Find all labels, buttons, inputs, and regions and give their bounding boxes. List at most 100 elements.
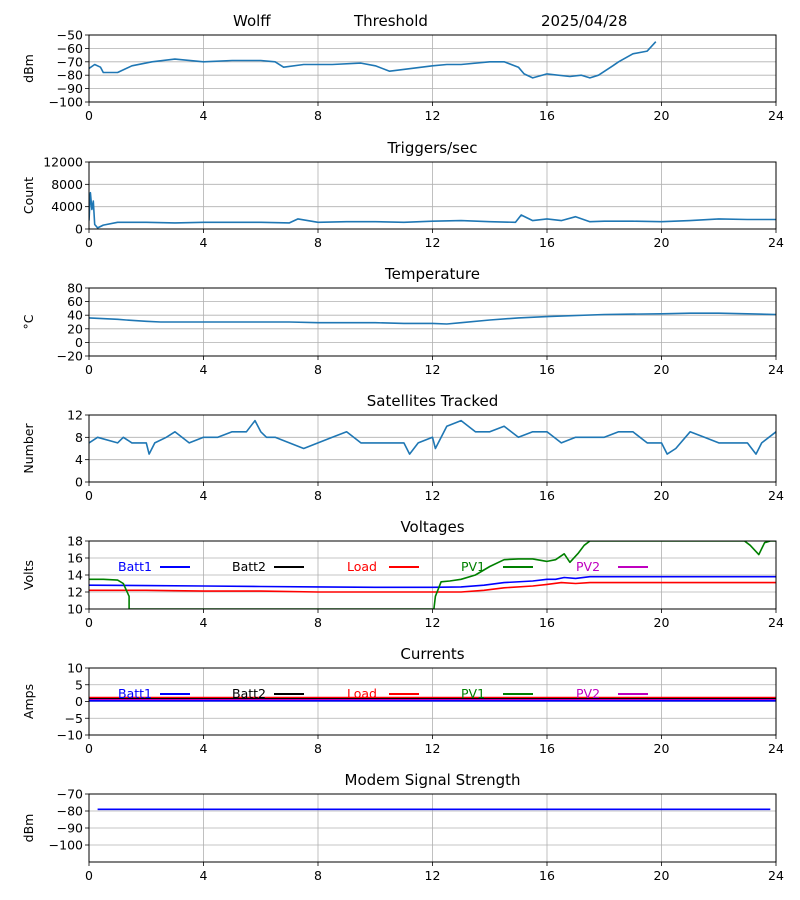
legend-label-batt2: Batt2 <box>232 686 266 701</box>
subplot-title: Triggers/sec <box>387 139 478 157</box>
x-tick-label: 16 <box>539 615 555 630</box>
x-tick-label: 8 <box>314 868 322 883</box>
x-tick-label: 20 <box>654 362 670 377</box>
x-tick-label: 20 <box>654 488 670 503</box>
x-tick-label: 0 <box>85 235 93 250</box>
legend-label-batt1: Batt1 <box>118 686 152 701</box>
subplot-1: 0 4 8 12 16 20 24 −100−90−80−70−60−50 dBm <box>21 28 784 124</box>
x-tick-label: 16 <box>539 235 555 250</box>
y-axis-label: °C <box>21 314 36 329</box>
x-tick-label: 24 <box>768 488 784 503</box>
x-tick-label: 8 <box>314 615 322 630</box>
subplot-2: 0 4 8 12 16 20 24 0 4000 8000 12000 Count Triggers/s… <box>21 139 784 250</box>
x-tick-label: 24 <box>768 741 784 756</box>
y-tick-label: 16 <box>67 551 83 566</box>
y-tick-label: 14 <box>67 568 83 583</box>
x-tick-label: 0 <box>85 868 93 883</box>
x-tick-label: 0 <box>85 362 93 377</box>
x-tick-label: 16 <box>539 362 555 377</box>
y-axis-label: Volts <box>21 560 36 590</box>
y-tick-label: −70 <box>57 54 83 69</box>
y-tick-label: 10 <box>67 661 83 676</box>
y-tick-label: −80 <box>57 68 83 83</box>
series-line-batt1 <box>89 575 776 589</box>
series-line-pv1 <box>89 541 776 609</box>
y-tick-label: 40 <box>67 308 83 323</box>
x-tick-label: 8 <box>314 741 322 756</box>
y-tick-label: −5 <box>65 711 83 726</box>
y-tick-label: −60 <box>57 41 83 56</box>
x-tick-label: 0 <box>85 488 93 503</box>
legend-label-load: Load <box>347 686 377 701</box>
y-tick-label: −20 <box>57 349 83 364</box>
y-tick-label: 8000 <box>51 177 83 192</box>
x-tick-label: 12 <box>425 615 441 630</box>
legend-label-pv1: PV1 <box>461 686 485 701</box>
x-tick-label: 4 <box>200 488 208 503</box>
y-axis-label: Count <box>21 177 36 214</box>
series-line-1 <box>89 419 776 455</box>
x-tick-label: 8 <box>314 362 322 377</box>
x-tick-label: 12 <box>425 741 441 756</box>
legend-label-pv2: PV2 <box>576 686 600 701</box>
x-tick-label: 12 <box>425 868 441 883</box>
legend-label-pv2: PV2 <box>576 559 600 574</box>
x-tick-label: 24 <box>768 615 784 630</box>
figure-title: Threshold <box>354 12 428 30</box>
y-axis-label: Amps <box>21 684 36 719</box>
x-tick-label: 20 <box>654 615 670 630</box>
x-tick-label: 8 <box>314 108 322 123</box>
y-tick-label: −90 <box>57 821 83 836</box>
y-tick-label: 12 <box>67 408 83 423</box>
x-tick-label: 0 <box>85 108 93 123</box>
y-tick-label: 0 <box>75 694 83 709</box>
y-tick-label: −100 <box>49 95 83 110</box>
x-tick-label: 20 <box>654 235 670 250</box>
y-tick-label: −50 <box>57 28 83 43</box>
legend-label-batt2: Batt2 <box>232 559 266 574</box>
y-tick-label: 4000 <box>51 199 83 214</box>
x-tick-label: 20 <box>654 741 670 756</box>
x-tick-label: 0 <box>85 741 93 756</box>
y-axis-label: dBm <box>21 54 36 83</box>
y-tick-label: 8 <box>75 430 83 445</box>
y-tick-label: 12000 <box>43 155 83 170</box>
y-tick-label: 10 <box>67 602 83 617</box>
x-tick-label: 24 <box>768 235 784 250</box>
legend-label-pv1: PV1 <box>461 559 485 574</box>
subplot-7: 0 4 8 12 16 20 24 −100 −90 −80 −70 dBm Modem Signal … <box>21 771 784 883</box>
y-tick-label: 12 <box>67 585 83 600</box>
subplot-4: 0 4 8 12 16 20 24 0 4 8 12 Number Satellites Tracked <box>21 392 784 503</box>
subplot-title: Voltages <box>400 518 464 536</box>
x-tick-label: 12 <box>425 235 441 250</box>
subplot-5: 0 4 8 12 16 20 24 10 12 14 16 18 Volts Voltages Batt1 B… <box>21 518 784 630</box>
x-tick-label: 12 <box>425 108 441 123</box>
x-tick-label: 20 <box>654 108 670 123</box>
x-tick-label: 4 <box>200 362 208 377</box>
x-tick-label: 20 <box>654 868 670 883</box>
x-tick-label: 8 <box>314 488 322 503</box>
x-tick-label: 12 <box>425 362 441 377</box>
station-name: Wolff <box>233 12 271 30</box>
y-axis-label: dBm <box>21 814 36 843</box>
y-tick-label: 80 <box>67 281 83 296</box>
y-tick-label: −100 <box>49 838 83 853</box>
y-tick-label: −10 <box>57 728 83 743</box>
x-tick-label: 4 <box>200 235 208 250</box>
x-tick-label: 24 <box>768 362 784 377</box>
x-tick-label: 0 <box>85 615 93 630</box>
series-line-1 <box>89 41 657 79</box>
x-tick-label: 24 <box>768 108 784 123</box>
subplot-title: Modem Signal Strength <box>345 771 521 789</box>
subplot-title: Temperature <box>384 265 480 283</box>
x-tick-label: 16 <box>539 741 555 756</box>
x-tick-label: 8 <box>314 235 322 250</box>
y-tick-label: 18 <box>67 534 83 549</box>
x-tick-label: 16 <box>539 868 555 883</box>
y-tick-label: 0 <box>75 335 83 350</box>
subplot-title: Currents <box>400 645 464 663</box>
